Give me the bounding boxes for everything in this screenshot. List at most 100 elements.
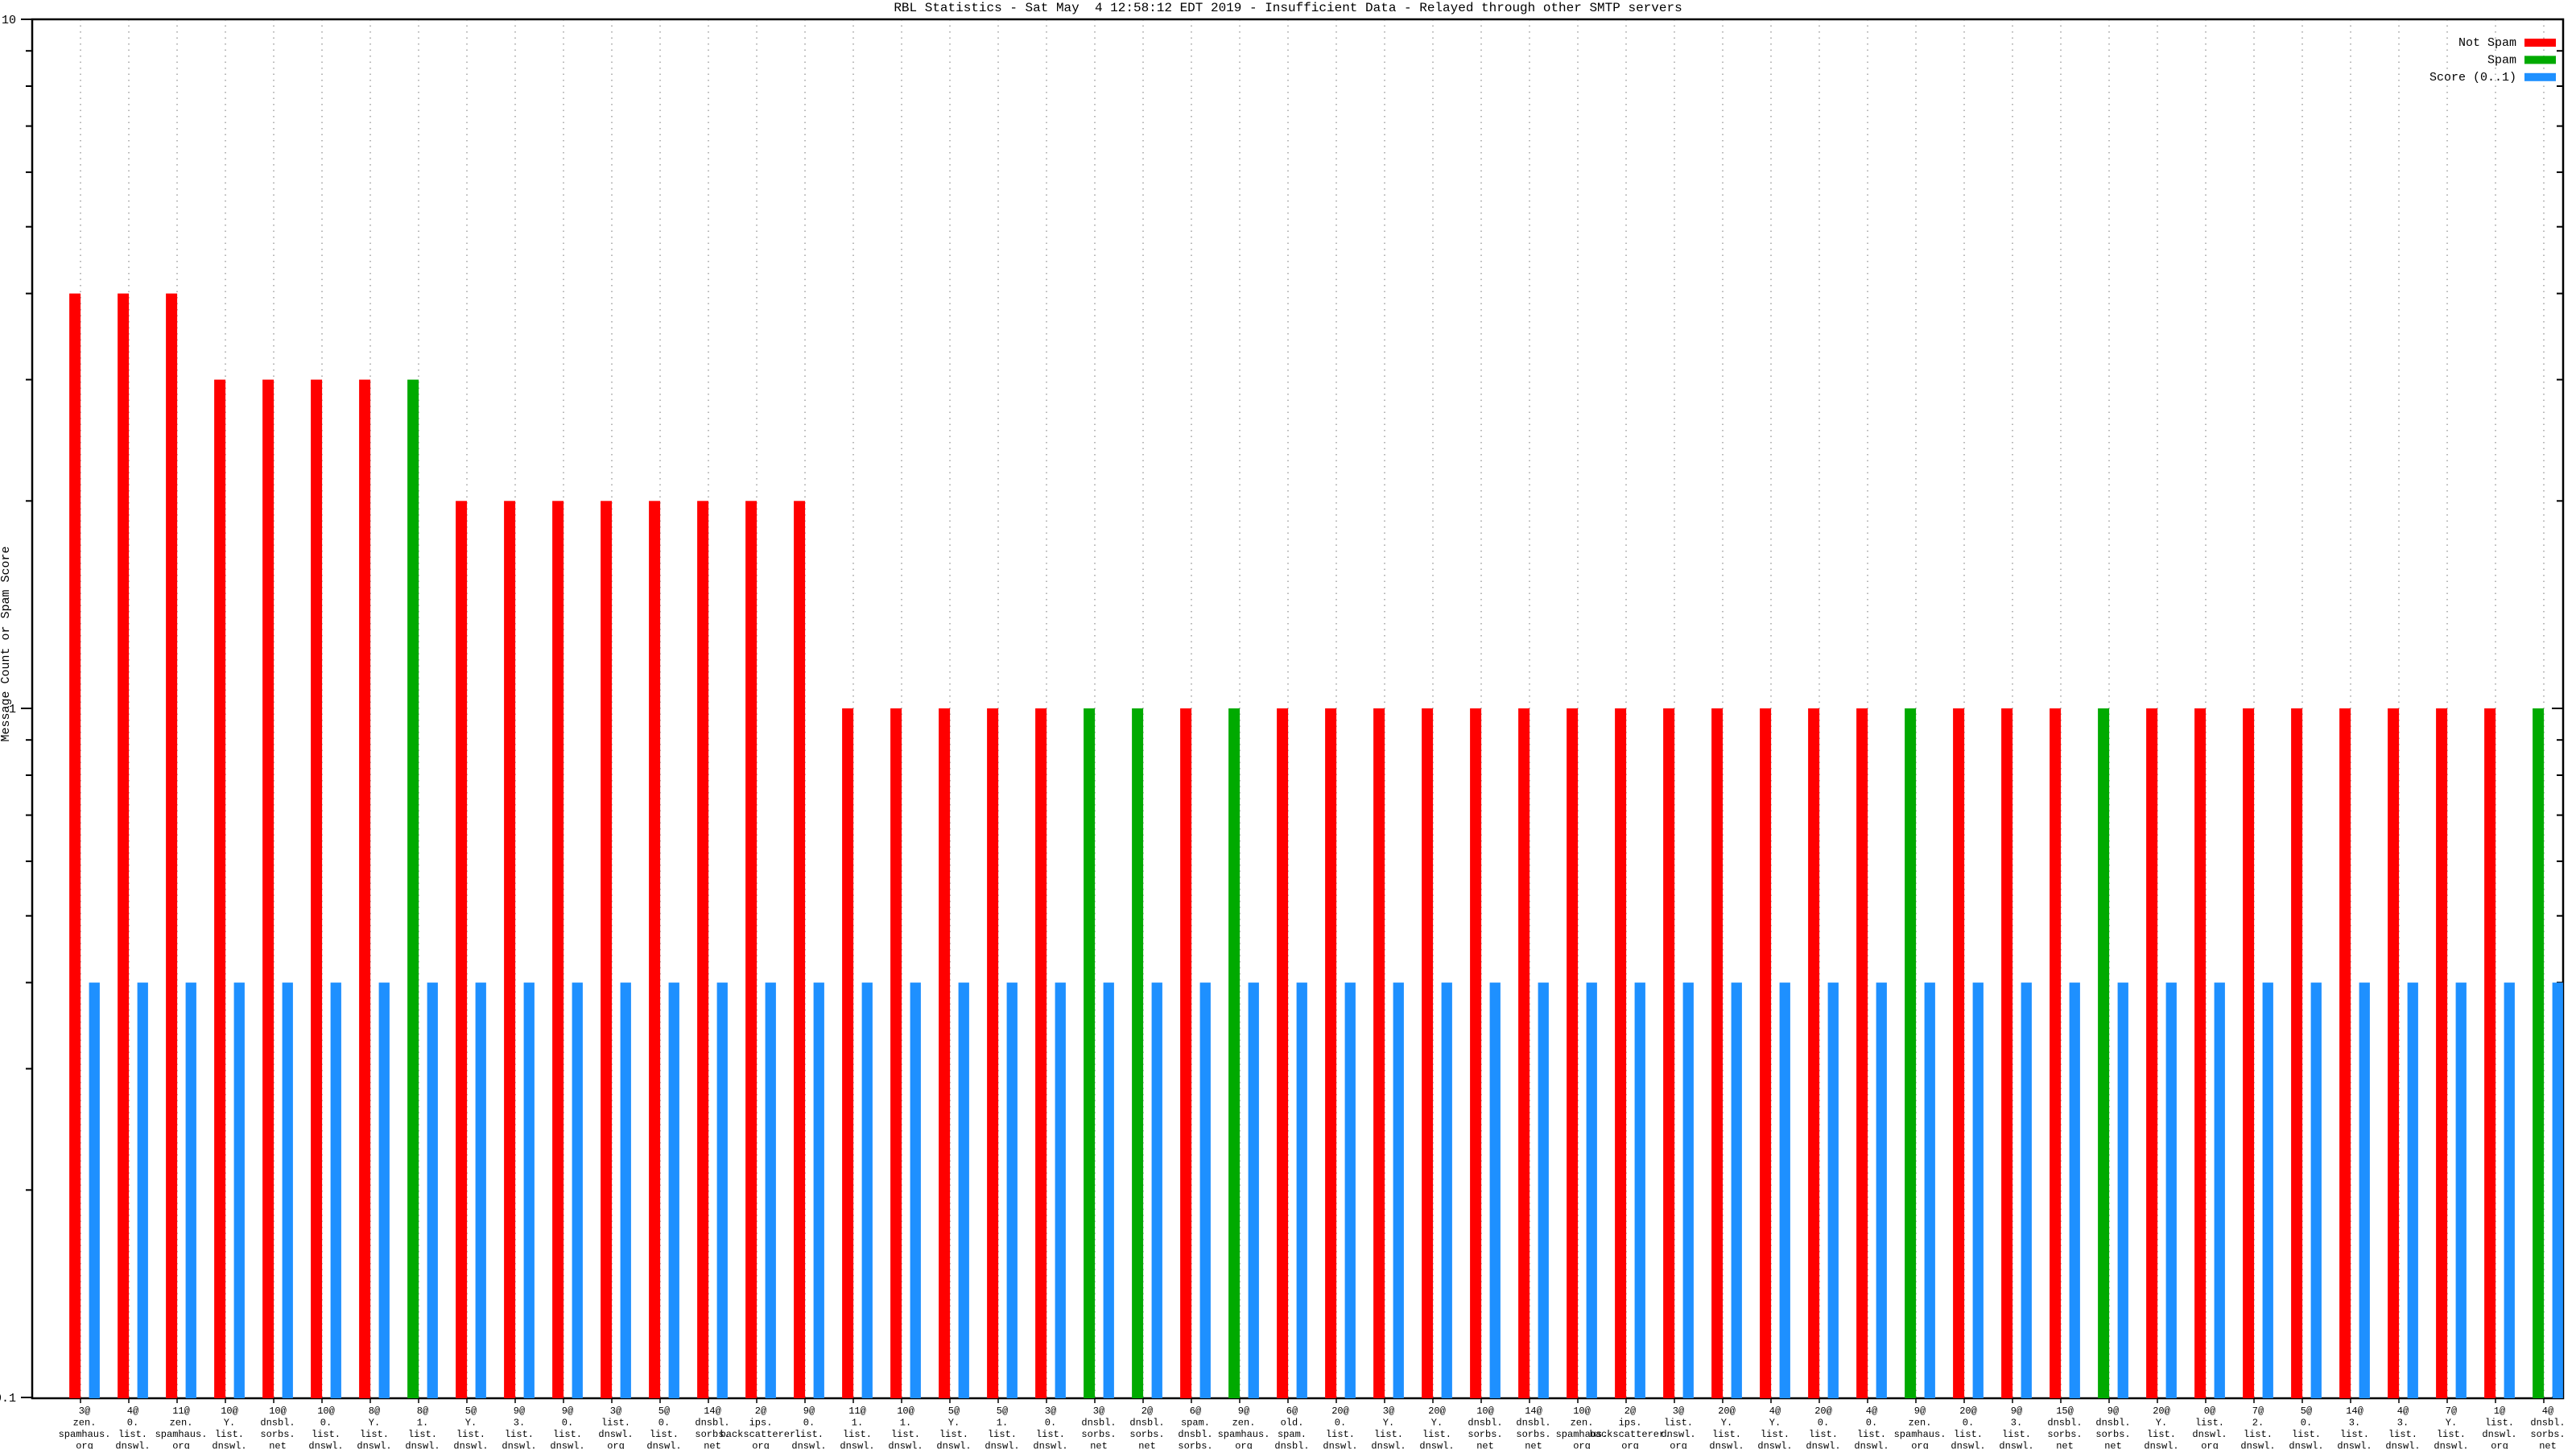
svg-text:spamhaus.: spamhaus. (155, 1429, 208, 1440)
svg-text:2@: 2@ (755, 1406, 766, 1417)
svg-text:dnswl.: dnswl. (2144, 1441, 2178, 1450)
svg-text:dnsbl.: dnsbl. (260, 1418, 295, 1429)
svg-text:dnswl.: dnswl. (115, 1441, 150, 1450)
svg-text:Y.: Y. (948, 1418, 960, 1429)
svg-text:10@: 10@ (1573, 1406, 1591, 1417)
svg-text:list.: list. (456, 1429, 485, 1440)
svg-text:7@: 7@ (2252, 1406, 2264, 1417)
svg-text:spamhaus.: spamhaus. (1218, 1429, 1270, 1440)
svg-text:old.: old. (1281, 1418, 1304, 1429)
svg-text:backscatterer.: backscatterer. (720, 1429, 802, 1440)
svg-text:dnswl.: dnswl. (2240, 1441, 2275, 1450)
svg-text:4@: 4@ (2542, 1406, 2553, 1417)
svg-text:3.: 3. (2397, 1418, 2409, 1429)
svg-text:0.: 0. (1866, 1418, 1877, 1429)
svg-text:3@: 3@ (610, 1406, 621, 1417)
svg-text:6@: 6@ (1286, 1406, 1298, 1417)
svg-text:zen.: zen. (1232, 1418, 1256, 1429)
svg-text:0.: 0. (803, 1418, 815, 1429)
svg-text:Y.: Y. (1431, 1418, 1443, 1429)
svg-text:3@: 3@ (1673, 1406, 1684, 1417)
svg-text:net: net (1525, 1441, 1542, 1450)
svg-text:20@: 20@ (1718, 1406, 1736, 1417)
svg-text:list.: list. (939, 1429, 968, 1440)
svg-text:net: net (2056, 1441, 2074, 1450)
svg-text:sorbs.: sorbs. (1081, 1429, 1116, 1440)
svg-text:dnswl.: dnswl. (1419, 1441, 1454, 1450)
svg-text:list.: list. (2195, 1418, 2224, 1429)
svg-text:1.: 1. (900, 1418, 911, 1429)
svg-text:3@: 3@ (79, 1406, 90, 1417)
svg-text:list.: list. (1326, 1429, 1355, 1440)
svg-text:5@: 5@ (465, 1406, 477, 1417)
svg-text:dnswl.: dnswl. (2337, 1441, 2372, 1450)
svg-text:dnswl.: dnswl. (840, 1441, 874, 1450)
svg-text:9@: 9@ (2107, 1406, 2119, 1417)
svg-text:net: net (1476, 1441, 1494, 1450)
svg-text:org: org (607, 1441, 625, 1450)
svg-text:Y.: Y. (224, 1418, 235, 1429)
svg-text:dnswl.: dnswl. (2385, 1441, 2420, 1450)
svg-text:dnswl.: dnswl. (2192, 1429, 2227, 1440)
svg-text:spam.: spam. (1181, 1418, 1210, 1429)
svg-text:dnsbl.: dnsbl. (1178, 1429, 1212, 1440)
svg-text:1@: 1@ (2494, 1406, 2505, 1417)
svg-text:Score (0..1): Score (0..1) (2429, 71, 2516, 85)
svg-text:dnswl.: dnswl. (1951, 1441, 1985, 1450)
svg-text:5@: 5@ (948, 1406, 960, 1417)
svg-text:dnswl.: dnswl. (357, 1441, 391, 1450)
svg-text:0.: 0. (1045, 1418, 1056, 1429)
svg-text:list.: list. (2388, 1429, 2417, 1440)
svg-text:Y.: Y. (465, 1418, 477, 1429)
svg-text:dnswl.: dnswl. (405, 1441, 440, 1450)
svg-text:net: net (704, 1441, 721, 1450)
svg-text:dnswl.: dnswl. (502, 1441, 536, 1450)
svg-text:dnswl.: dnswl. (2289, 1441, 2323, 1450)
svg-text:dnswl.: dnswl. (1661, 1429, 1695, 1440)
svg-text:net: net (1090, 1441, 1108, 1450)
svg-text:Y.: Y. (1769, 1418, 1781, 1429)
svg-text:dnswl.: dnswl. (550, 1441, 584, 1450)
svg-text:list.: list. (408, 1429, 437, 1440)
svg-text:Y.: Y. (2446, 1418, 2457, 1429)
svg-text:8@: 8@ (369, 1406, 380, 1417)
svg-text:9@: 9@ (2011, 1406, 2022, 1417)
svg-text:list.: list. (312, 1429, 341, 1440)
svg-text:org: org (2201, 1441, 2219, 1450)
svg-text:org: org (1911, 1441, 1929, 1450)
svg-text:list.: list. (553, 1429, 582, 1440)
svg-text:org: org (2491, 1441, 2508, 1450)
svg-text:list.: list. (650, 1429, 679, 1440)
svg-text:list.: list. (1422, 1429, 1451, 1440)
svg-text:ips.: ips. (1619, 1418, 1642, 1429)
svg-text:sorbs.: sorbs. (2047, 1429, 2082, 1440)
svg-text:backscatterer.: backscatterer. (1590, 1429, 1671, 1440)
svg-text:9@: 9@ (1914, 1406, 1926, 1417)
svg-text:sorbs.: sorbs. (2095, 1429, 2130, 1440)
svg-text:dnswl.: dnswl. (888, 1441, 923, 1450)
svg-text:dnswl.: dnswl. (1806, 1441, 1840, 1450)
svg-text:9@: 9@ (1238, 1406, 1249, 1417)
svg-text:4@: 4@ (2397, 1406, 2409, 1417)
svg-text:dnsbl.: dnsbl. (2095, 1418, 2130, 1429)
svg-text:4@: 4@ (127, 1406, 138, 1417)
svg-text:dnswl.: dnswl. (1999, 1441, 2033, 1450)
svg-text:2.: 2. (2252, 1418, 2264, 1429)
svg-text:list.: list. (2147, 1429, 2176, 1440)
svg-text:dnswl.: dnswl. (2482, 1429, 2516, 1440)
svg-text:3@: 3@ (1383, 1406, 1394, 1417)
svg-text:20@: 20@ (1959, 1406, 1977, 1417)
svg-text:dnsbl.: dnsbl. (2530, 1418, 2565, 1429)
svg-text:1.: 1. (417, 1418, 428, 1429)
svg-text:5@: 5@ (658, 1406, 670, 1417)
svg-text:Y.: Y. (2156, 1418, 2167, 1429)
svg-text:5@: 5@ (2301, 1406, 2312, 1417)
svg-text:dnswl.: dnswl. (453, 1441, 488, 1450)
svg-text:ips.: ips. (749, 1418, 773, 1429)
svg-text:dnswl.: dnswl. (791, 1441, 826, 1450)
svg-text:10@: 10@ (1476, 1406, 1494, 1417)
svg-text:sorbs.: sorbs. (1129, 1429, 1164, 1440)
svg-text:dnswl.: dnswl. (646, 1441, 681, 1450)
svg-text:net: net (2539, 1441, 2557, 1450)
svg-text:1.: 1. (852, 1418, 863, 1429)
